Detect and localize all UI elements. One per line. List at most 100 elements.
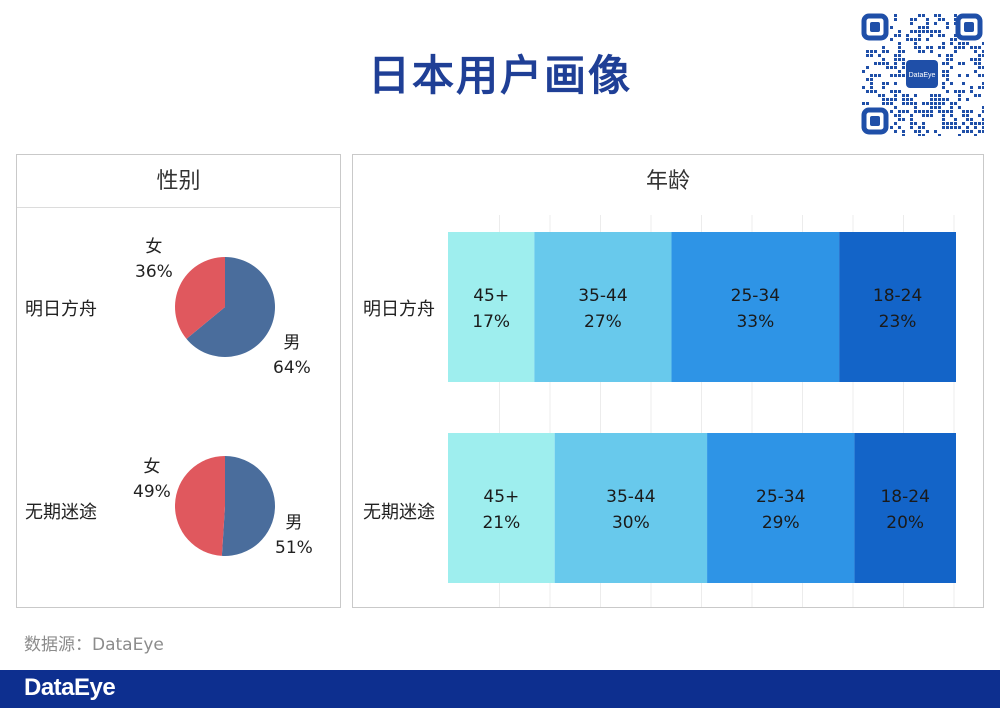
qr-module [930, 106, 933, 109]
qr-module [982, 126, 984, 129]
qr-module [894, 130, 897, 133]
qr-module [934, 106, 937, 109]
qr-module [982, 110, 984, 113]
qr-module [958, 42, 961, 45]
qr-module [978, 94, 981, 97]
qr-module [906, 98, 909, 101]
qr-module [946, 78, 949, 81]
qr-module [918, 38, 921, 41]
qr-module [934, 22, 937, 25]
qr-module [946, 98, 949, 101]
qr-module [974, 134, 977, 136]
qr-module [970, 90, 973, 93]
qr-module [966, 74, 969, 77]
segment-category-label: 25-34 [731, 286, 780, 306]
qr-module [890, 74, 893, 77]
qr-module [946, 22, 949, 25]
pie2-female-value: 49% [133, 482, 171, 502]
qr-module [862, 102, 865, 105]
qr-module [882, 86, 885, 89]
qr-module [942, 122, 945, 125]
qr-module [974, 94, 977, 97]
qr-module [974, 50, 977, 53]
qr-module [942, 118, 945, 121]
qr-module [926, 22, 929, 25]
qr-module [938, 34, 941, 37]
qr-module [918, 134, 921, 136]
qr-module [954, 38, 957, 41]
qr-module [942, 86, 945, 89]
qr-module [902, 98, 905, 101]
qr-module [978, 46, 981, 49]
qr-module [898, 126, 901, 129]
qr-module [910, 126, 913, 129]
bar-segment [671, 232, 840, 382]
qr-module [870, 54, 873, 57]
qr-module [938, 110, 941, 113]
qr-module [946, 58, 949, 61]
qr-module [974, 70, 977, 73]
qr-module [982, 130, 984, 133]
pie2-row-label: 无期迷途 [25, 502, 97, 523]
qr-module [982, 106, 984, 109]
qr-module [874, 90, 877, 93]
qr-module [894, 82, 897, 85]
qr-module [882, 62, 885, 65]
qr-module [902, 94, 905, 97]
pie1-female-label: 女 36% [135, 235, 173, 285]
qr-module [978, 122, 981, 125]
qr-module [942, 98, 945, 101]
pie-slice-male [221, 456, 276, 556]
qr-module [930, 94, 933, 97]
qr-module [910, 18, 913, 21]
qr-module [886, 102, 889, 105]
pie2-male-label: 男 51% [275, 511, 313, 561]
qr-module [922, 114, 925, 117]
qr-module [914, 110, 917, 113]
qr-module [874, 62, 877, 65]
qr-module [878, 62, 881, 65]
qr-module [934, 98, 937, 101]
source-note: 数据源：DataEye [24, 635, 164, 655]
qr-module [918, 26, 921, 29]
qr-module [874, 74, 877, 77]
bar-segment [448, 433, 555, 583]
qr-module [966, 130, 969, 133]
qr-module [974, 122, 977, 125]
pie-chart-2 [175, 456, 276, 556]
qr-module [894, 74, 897, 77]
pie-chart-1 [175, 257, 275, 357]
pie1-male-value: 64% [273, 358, 311, 378]
qr-module [978, 130, 981, 133]
qr-module [954, 18, 957, 21]
qr-module [982, 54, 984, 57]
qr-module [946, 54, 949, 57]
qr-module [958, 90, 961, 93]
qr-module [950, 58, 953, 61]
qr-module [946, 90, 949, 93]
qr-module [918, 34, 921, 37]
qr-module [950, 126, 953, 129]
qr-module [982, 42, 984, 45]
qr-module [942, 18, 945, 21]
qr-module [870, 74, 873, 77]
qr-module [942, 114, 945, 117]
qr-module [926, 30, 929, 33]
qr-module [870, 78, 873, 81]
qr-module [890, 38, 893, 41]
qr-module [974, 126, 977, 129]
bar-segment [554, 433, 708, 583]
pie2-female-name: 女 [143, 457, 161, 477]
qr-module [894, 62, 897, 65]
qr-module [922, 50, 925, 53]
qr-module [898, 90, 901, 93]
qr-module [958, 98, 961, 101]
qr-module [886, 82, 889, 85]
qr-module [910, 102, 913, 105]
qr-module [970, 122, 973, 125]
qr-module [886, 50, 889, 53]
qr-module [898, 110, 901, 113]
qr-module [942, 126, 945, 129]
qr-module [930, 30, 933, 33]
qr-module [882, 50, 885, 53]
